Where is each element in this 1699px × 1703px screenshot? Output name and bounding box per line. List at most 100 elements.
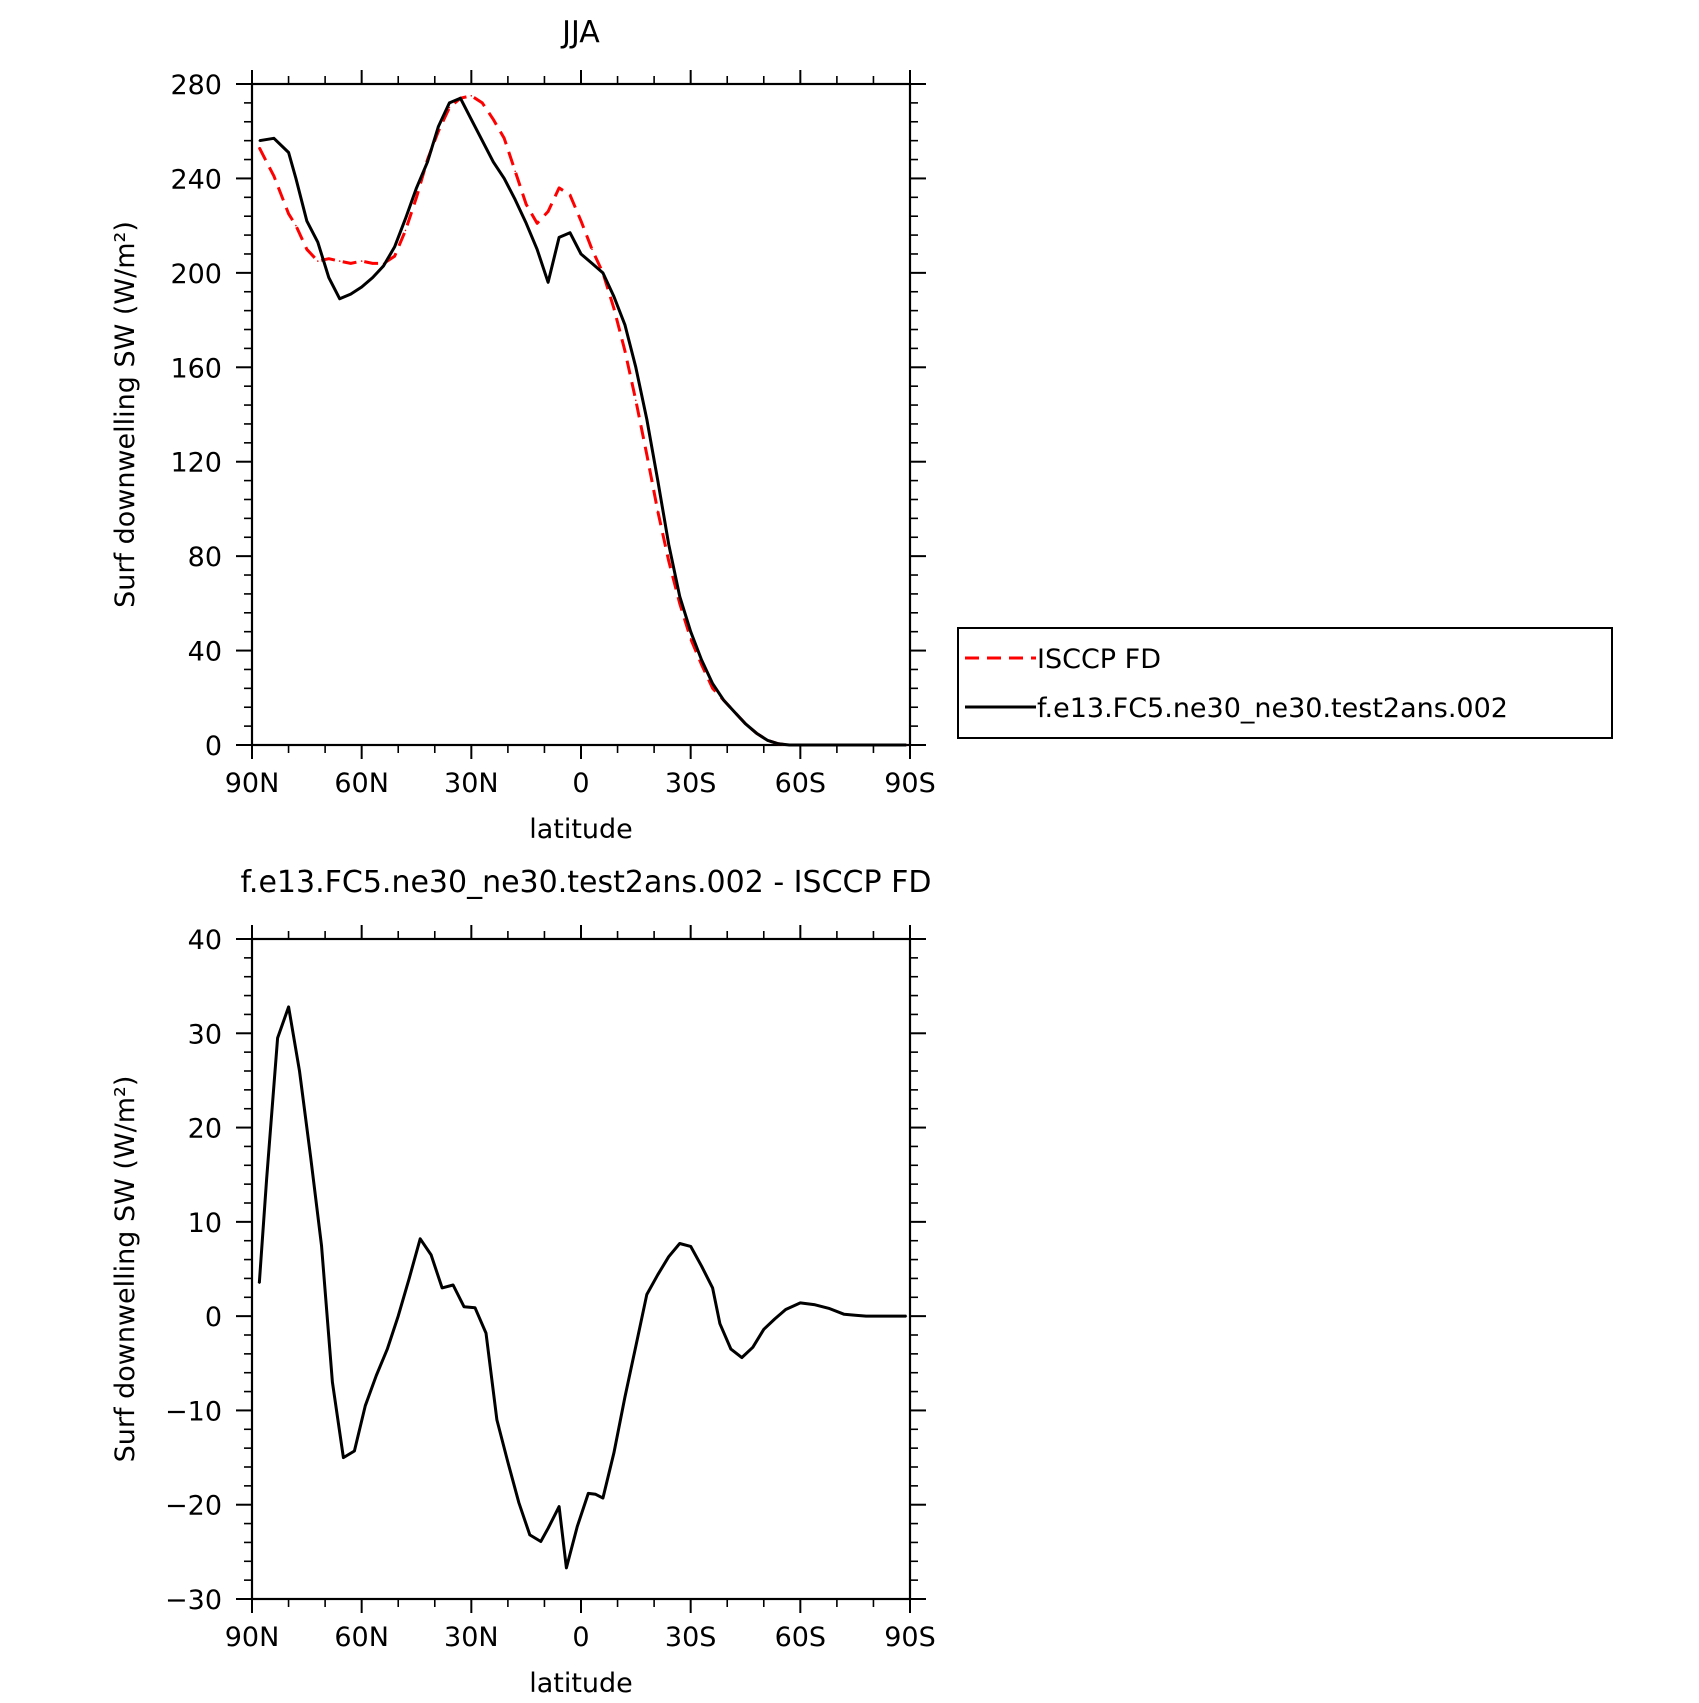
data-point: [667, 560, 670, 562]
data-point: [317, 260, 319, 262]
data-point: [393, 255, 396, 258]
x-tick-label: 30S: [665, 1622, 717, 1653]
data-point: [569, 194, 571, 196]
data-point: [744, 723, 747, 725]
data-point: [536, 248, 538, 251]
data-point: [580, 220, 582, 222]
data-point: [338, 298, 341, 300]
legend-label-1: f.e13.FC5.ne30_ne30.test2ans.002: [1037, 693, 1508, 724]
y-tick-label: 40: [188, 637, 222, 668]
legend-label-0: ISCCP FD: [1037, 644, 1161, 675]
data-point: [525, 222, 527, 225]
data-point: [591, 262, 593, 265]
data-point: [657, 479, 659, 482]
data-point: [678, 1242, 681, 1245]
data-point: [536, 222, 538, 225]
data-point: [755, 732, 758, 734]
data-point: [437, 125, 440, 128]
y-tick-label: 200: [170, 259, 222, 290]
data-point: [349, 293, 352, 295]
data-point: [349, 262, 352, 265]
data-point: [360, 286, 363, 288]
data-point: [741, 1356, 743, 1359]
data-point: [360, 260, 363, 262]
data-point: [587, 1492, 590, 1495]
data-point: [667, 1255, 670, 1258]
data-point: [646, 453, 648, 456]
data-point: [773, 1318, 776, 1320]
data-point: [342, 1456, 345, 1459]
data-point: [635, 399, 637, 402]
data-point: [635, 1345, 637, 1348]
series-line-0: [257, 94, 907, 747]
x-tick-label: 0: [572, 768, 589, 799]
chart-title: JJA: [560, 15, 600, 50]
data-point: [613, 307, 615, 310]
y-tick-label: 30: [188, 1019, 222, 1050]
x-tick-label: 60N: [334, 1622, 389, 1653]
data-point: [306, 248, 308, 251]
data-point: [711, 687, 714, 690]
y-tick-label: 280: [170, 70, 222, 101]
data-point: [602, 1497, 604, 1499]
data-point: [799, 1302, 802, 1304]
data-point: [273, 175, 275, 177]
y-tick-label: 240: [170, 164, 222, 195]
data-point: [821, 744, 824, 746]
y-tick-label: 10: [188, 1208, 222, 1239]
data-point: [371, 262, 374, 265]
data-point: [594, 1493, 597, 1496]
x-tick-label: 60S: [775, 1622, 827, 1653]
x-tick-label: 0: [572, 1622, 589, 1653]
data-point: [905, 1315, 908, 1317]
series-line-1: [259, 96, 907, 747]
x-tick-label: 30S: [665, 768, 717, 799]
data-point: [635, 366, 637, 369]
y-tick-label: 80: [188, 542, 222, 573]
data-point: [876, 1315, 878, 1317]
data-point: [448, 102, 451, 104]
data-point: [719, 1322, 721, 1325]
data-point: [558, 236, 560, 239]
data-point: [470, 95, 473, 97]
data-point: [404, 217, 407, 220]
data-point: [258, 146, 261, 149]
y-tick-label: 160: [170, 353, 222, 384]
data-point: [558, 1505, 560, 1508]
data-point: [518, 1502, 520, 1504]
x-tick-label: 30N: [444, 768, 499, 799]
data-point: [711, 1287, 714, 1289]
data-point: [828, 1307, 831, 1310]
data-point: [624, 350, 626, 352]
data-point: [763, 1328, 765, 1331]
y-tick-label: 40: [188, 925, 222, 956]
x-axis-title: latitude: [529, 1668, 633, 1699]
data-point: [678, 595, 681, 598]
data-point: [752, 1346, 754, 1349]
data-point: [832, 744, 834, 746]
data-point: [507, 1461, 509, 1464]
data-point: [777, 743, 780, 745]
data-point: [700, 1265, 703, 1267]
data-point: [722, 699, 725, 701]
data-point: [547, 281, 549, 284]
data-point: [452, 1284, 454, 1286]
data-point: [565, 1567, 568, 1569]
data-point: [569, 231, 571, 234]
chart-title: f.e13.FC5.ne30_ne30.test2ans.002 - ISCCP…: [241, 865, 932, 900]
data-point: [474, 1306, 476, 1309]
data-point: [415, 196, 418, 199]
data-point: [624, 1396, 626, 1398]
data-point: [317, 241, 319, 243]
data-point: [415, 187, 418, 189]
data-point: [730, 1348, 732, 1350]
data-point: [298, 1070, 301, 1072]
data-point: [287, 1006, 290, 1008]
data-point: [711, 682, 714, 685]
data-point: [843, 1313, 845, 1316]
data-point: [338, 260, 341, 262]
data-point: [854, 744, 856, 746]
data-point: [540, 1540, 542, 1543]
data-point: [689, 1245, 692, 1248]
data-point: [591, 248, 593, 251]
